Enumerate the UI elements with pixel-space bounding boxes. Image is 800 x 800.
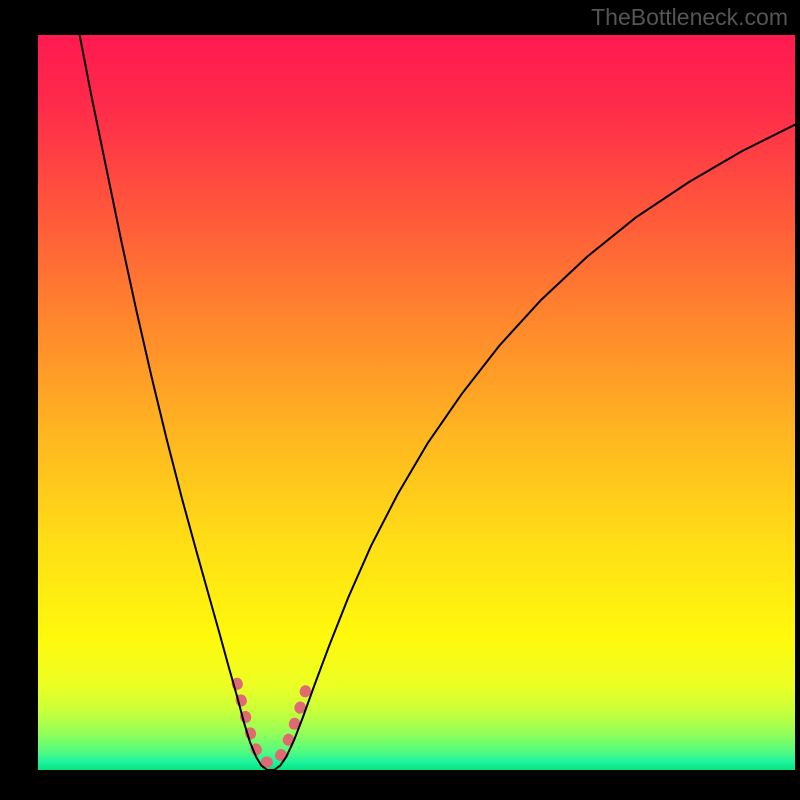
figure-root: TheBottleneck.com <box>0 0 800 800</box>
trough-overlay-line <box>237 683 306 762</box>
curve-layer <box>38 35 795 770</box>
plot-area <box>38 35 795 770</box>
attribution-label: TheBottleneck.com <box>591 4 788 31</box>
bottleneck-curve <box>80 35 795 770</box>
